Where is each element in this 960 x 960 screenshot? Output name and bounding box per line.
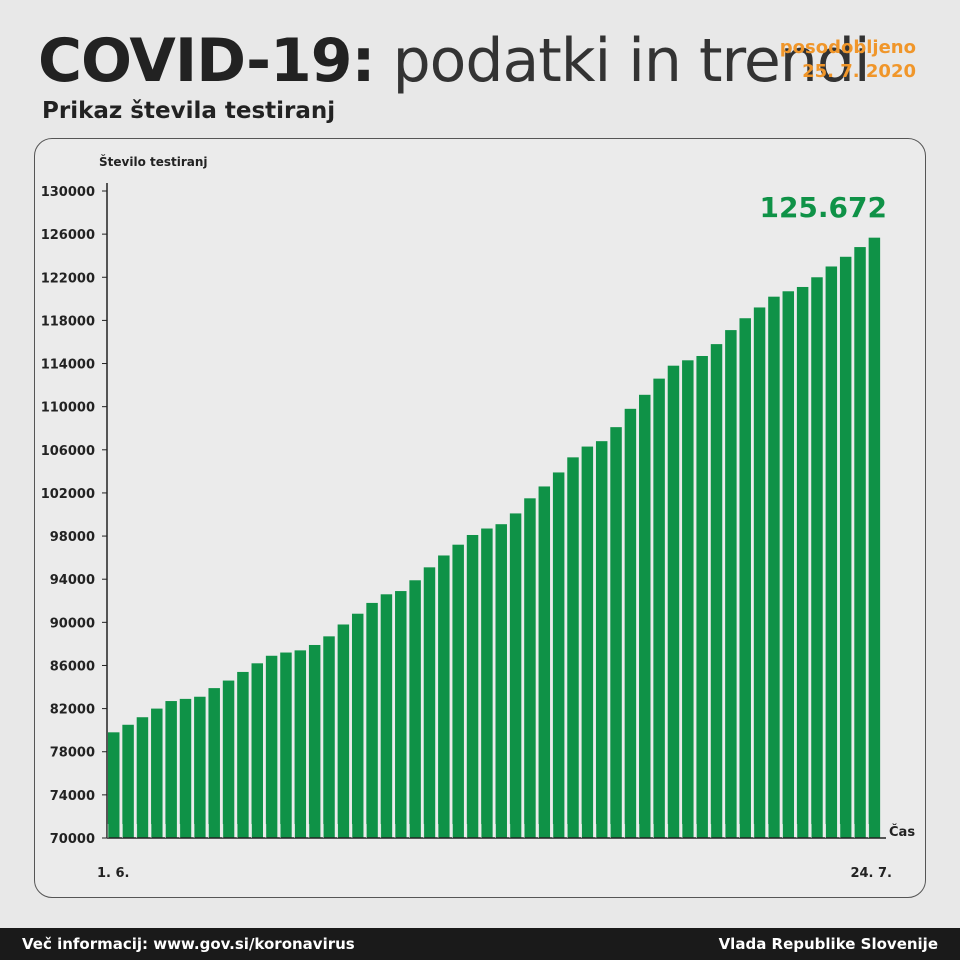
y-tick-label: 94000 [50,573,95,588]
bar [581,446,594,838]
x-axis-label: Čas [889,824,915,840]
bar [222,680,235,838]
y-tick-label: 106000 [41,444,95,459]
y-tick-label: 130000 [41,185,95,200]
bar [438,555,450,838]
updated-label: posodobljeno [779,37,916,58]
bar [194,696,206,838]
bar-chart: Število testiranj 70000 74000 78000 82000 860… [41,154,916,881]
y-tick-label: 86000 [50,659,95,674]
bar [466,534,479,838]
bar [524,498,536,838]
y-tick-label: 74000 [50,789,95,804]
updated-date: 25. 7. 2020 [802,61,916,82]
y-tick-label: 98000 [50,530,95,545]
y-tick-label: 78000 [50,746,95,761]
bar [423,567,436,838]
bar [208,688,220,838]
updated-info: posodobljeno 25. 7. 2020 [780,36,916,84]
y-axis-label: Število testiranj [99,154,208,169]
bar [122,724,134,838]
footer-government: Vlada Republike Slovenije [718,935,938,953]
title-light: podatki in trendi [392,26,871,96]
bar [237,671,249,838]
bar [294,650,307,838]
bar [380,594,393,838]
bar [179,698,192,838]
bar [409,580,421,838]
bar [725,330,737,838]
bar [165,701,177,838]
highlight-value-label: 125.672 [759,191,887,224]
footer-more-info: Več informacij: www.gov.si/koronavirus [22,935,355,953]
bar [811,277,823,838]
bar [567,457,579,838]
chart-subtitle: Prikaz števila testiranj [42,98,336,124]
title-bold: COVID-19: [38,26,375,96]
bar [280,652,292,838]
bar [710,344,723,838]
bar [395,591,407,838]
bar [696,355,708,838]
y-tick-label: 122000 [41,271,95,286]
bar [610,427,622,838]
bar [265,655,278,838]
bar [653,378,665,838]
x-end-label: 24. 7. [850,866,892,881]
bar [452,544,464,838]
y-tick-label: 102000 [41,487,95,502]
bar [337,624,350,838]
bar [308,644,321,838]
bar [868,237,881,839]
bar [351,613,364,838]
bar [624,408,637,838]
footer: Več informacij: www.gov.si/koronavirus V… [0,928,960,960]
bar [108,732,120,838]
bar [739,318,751,838]
bar [151,708,163,838]
y-tick-label: 70000 [50,832,95,847]
y-tick-label: 118000 [41,314,95,329]
bar [839,256,852,838]
bar [768,296,780,838]
bar [481,528,493,838]
page-title: COVID-19: podatki in trendi [38,26,871,96]
y-tick-label: 126000 [41,228,95,243]
bar [495,524,507,838]
bar [509,513,522,838]
bar [796,286,809,839]
bar [595,441,608,838]
bar [323,636,335,838]
bar [366,602,378,838]
bar [753,307,766,838]
y-tick-label: 82000 [50,703,95,718]
bar [538,486,551,838]
bar [552,472,565,838]
bar [782,291,795,838]
bar [251,663,263,838]
bar [854,247,866,838]
bar [667,365,680,838]
y-tick-label: 110000 [41,401,95,416]
chart-panel: Število testiranj 70000 74000 78000 82000 860… [34,138,926,898]
bar [136,717,149,838]
bar [825,266,838,839]
x-start-label: 1. 6. [97,866,130,881]
y-tick-label: 90000 [50,616,95,631]
bar [639,394,651,838]
bar [682,360,694,838]
y-tick-label: 114000 [41,358,95,373]
